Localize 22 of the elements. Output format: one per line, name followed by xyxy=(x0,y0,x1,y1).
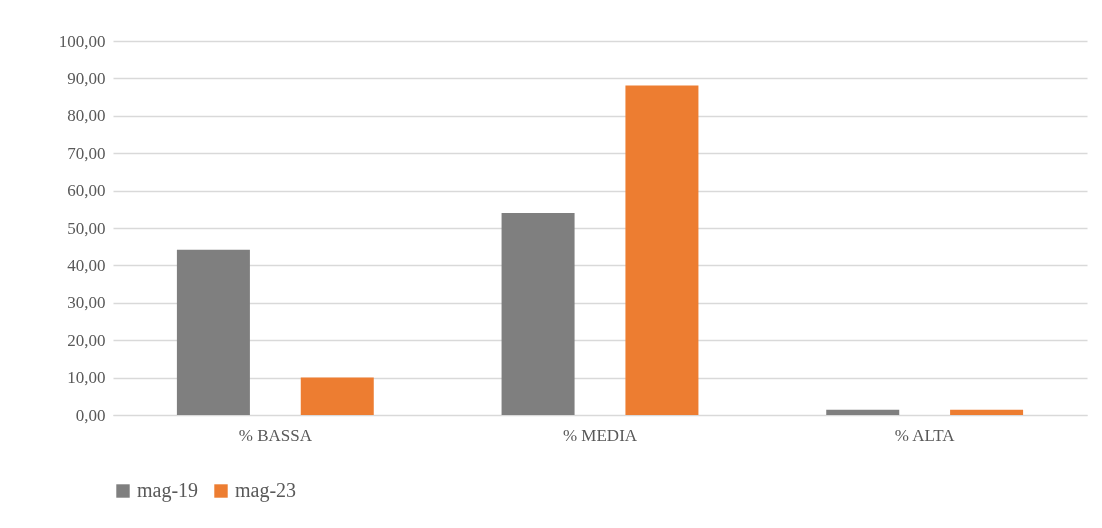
y-tick-label: 30,00 xyxy=(67,293,106,313)
y-tick-label: 60,00 xyxy=(67,181,106,201)
y-tick-label: 10,00 xyxy=(67,368,106,388)
bar xyxy=(501,213,575,415)
bar xyxy=(625,85,699,415)
y-tick-label: 100,00 xyxy=(58,31,106,51)
bar xyxy=(826,409,900,415)
y-tick-label: 20,00 xyxy=(67,330,106,350)
legend-label: mag-19 xyxy=(137,479,199,502)
bar xyxy=(300,377,374,415)
y-tick-label: 80,00 xyxy=(67,106,106,126)
y-tick-label: 40,00 xyxy=(67,255,106,275)
y-tick-label: 70,00 xyxy=(67,143,106,163)
bar xyxy=(950,409,1024,415)
y-tick-label: 90,00 xyxy=(67,68,106,88)
legend-label: mag-23 xyxy=(235,479,297,502)
x-tick-label: % ALTA xyxy=(894,425,956,445)
y-tick-label: 50,00 xyxy=(67,218,106,238)
bar xyxy=(176,249,250,415)
x-tick-label: % MEDIA xyxy=(562,425,638,445)
x-tick-label: % BASSA xyxy=(238,425,313,445)
y-tick-label: 0,00 xyxy=(75,405,106,425)
